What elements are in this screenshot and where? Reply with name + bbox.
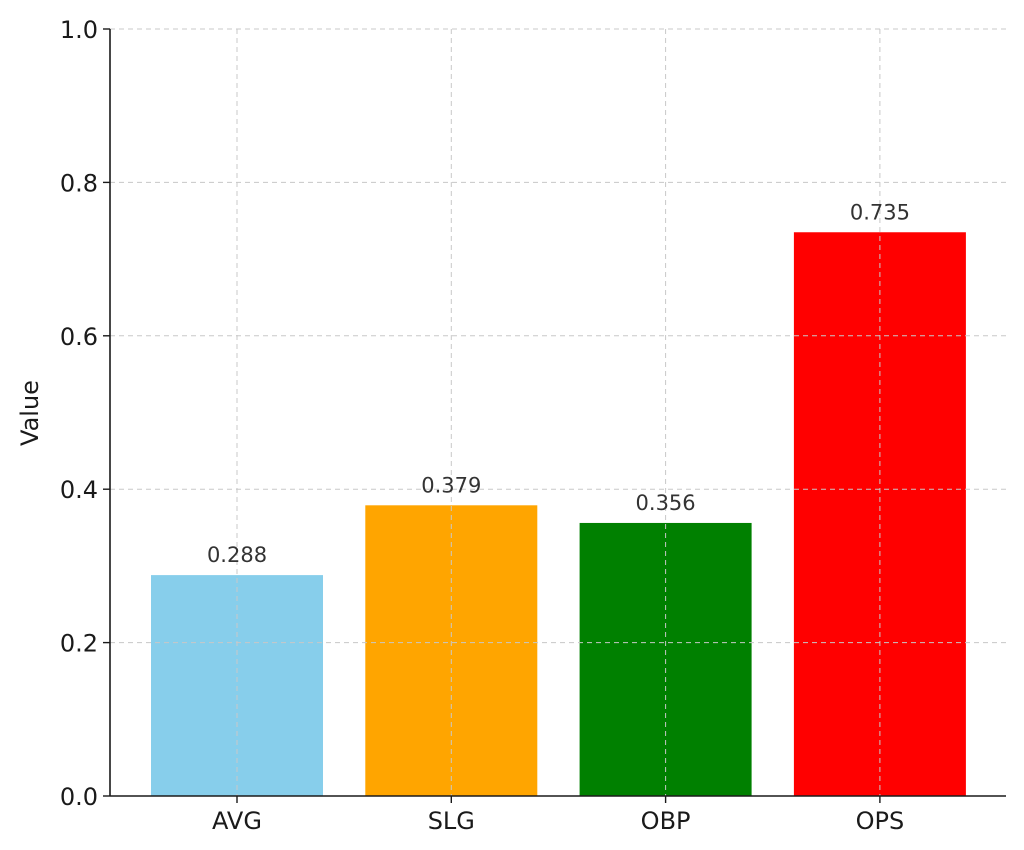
grid: [110, 28, 1006, 796]
x-tick-label-avg: AVG: [212, 807, 262, 835]
data-label-slg: 0.379: [421, 473, 481, 497]
data-label-avg: 0.288: [207, 543, 267, 567]
x-tick-label-slg: SLG: [428, 807, 475, 835]
x-tick-label-obp: OBP: [641, 807, 691, 835]
y-tick-label: 0.0: [60, 783, 98, 811]
y-tick-label: 0.4: [60, 476, 98, 504]
x-ticks: AVG SLG OBP OPS: [212, 796, 904, 835]
axes: [109, 29, 1006, 797]
x-tick-label-ops: OPS: [856, 807, 905, 835]
y-tick-label: 0.8: [60, 169, 98, 197]
y-axis-title: Value: [16, 380, 44, 446]
bars: [151, 232, 966, 796]
y-tick-label: 0.6: [60, 323, 98, 351]
y-tick-label: 1.0: [60, 16, 98, 44]
y-ticks: 0.0 0.2 0.4 0.6 0.8 1.0: [60, 16, 110, 811]
bar-ops: [793, 232, 966, 796]
data-labels: 0.288 0.379 0.356 0.735: [207, 200, 910, 567]
y-tick-label: 0.2: [60, 630, 98, 658]
data-label-obp: 0.356: [636, 491, 696, 515]
data-label-ops: 0.735: [850, 200, 910, 224]
